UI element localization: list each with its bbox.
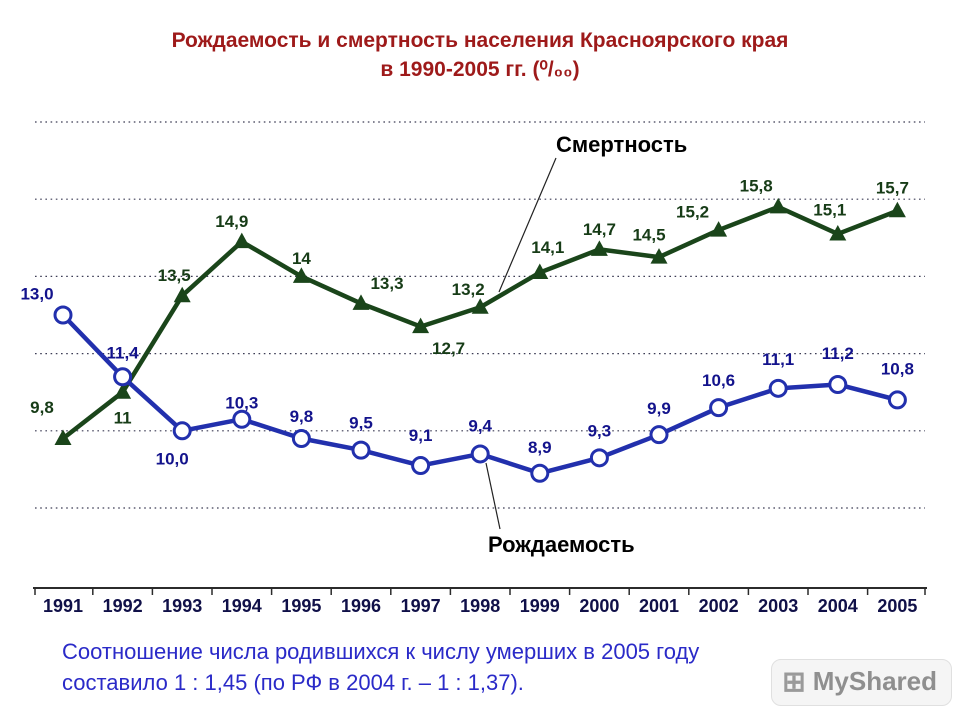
birth-point-marker xyxy=(411,456,431,476)
chart-title: Рождаемость и смертность населения Красн… xyxy=(0,26,960,84)
x-axis-label: 1991 xyxy=(43,596,83,616)
data-label: 9,4 xyxy=(468,416,492,435)
chart-title-line2: в 1990-2005 гг. (⁰/₀₀) xyxy=(380,58,580,81)
x-axis-label: 2001 xyxy=(639,596,679,616)
data-label: 14,1 xyxy=(531,238,564,257)
data-label: 13,2 xyxy=(452,280,485,299)
chart-title-line1: Рождаемость и смертность населения Красн… xyxy=(171,29,789,52)
mortality-point-marker xyxy=(471,298,489,314)
mortality-point-marker xyxy=(412,317,430,334)
mortality-point-marker xyxy=(888,201,906,218)
data-label: 15,2 xyxy=(676,203,709,222)
data-label: 9,5 xyxy=(349,414,373,433)
data-label: 10,8 xyxy=(881,359,914,378)
x-axis-label: 1995 xyxy=(281,596,321,616)
footnote-line1: Соотношение числа родившихся к числу уме… xyxy=(62,639,700,664)
myshared-logo-icon: ⊞ xyxy=(782,665,806,697)
data-label: 14,9 xyxy=(215,212,248,231)
myshared-watermark: ⊞ MyShared xyxy=(771,659,952,706)
mortality-callout-line xyxy=(498,157,557,293)
x-axis-label: 2005 xyxy=(877,596,917,616)
x-axis-label: 1994 xyxy=(222,596,262,616)
x-axis-label: 1998 xyxy=(460,596,500,616)
birth-point-marker xyxy=(172,421,192,441)
x-axis-label: 1996 xyxy=(341,596,381,616)
birth-series-label: Рождаемость xyxy=(488,532,635,557)
mortality-point-marker xyxy=(114,383,132,399)
footnote-line2: составило 1 : 1,45 (по РФ в 2004 г. – 1 … xyxy=(62,670,524,695)
mortality-point-marker xyxy=(173,286,191,303)
mortality-point-marker xyxy=(292,267,310,283)
footnote: Соотношение числа родившихся к числу уме… xyxy=(62,636,699,698)
mortality-point-marker xyxy=(590,240,608,256)
data-label: 9,1 xyxy=(409,426,433,445)
mortality-point-marker xyxy=(54,429,72,446)
data-label: 15,8 xyxy=(740,176,773,195)
mortality-point-marker xyxy=(710,221,728,237)
data-label: 13,5 xyxy=(158,266,191,285)
data-label: 9,8 xyxy=(290,407,314,426)
data-label: 9,8 xyxy=(30,398,54,417)
birth-point-marker xyxy=(709,398,729,418)
mortality-point-marker xyxy=(829,224,847,241)
birth-point-marker xyxy=(768,378,788,398)
x-axis-label: 2004 xyxy=(818,596,858,616)
data-label: 11,4 xyxy=(107,343,140,362)
x-axis-label: 2003 xyxy=(758,596,798,616)
data-label: 14,5 xyxy=(632,226,665,245)
birth-point-marker xyxy=(589,448,609,468)
data-label: 9,3 xyxy=(588,421,612,440)
mortality-point-marker xyxy=(650,248,668,264)
data-label: 10,6 xyxy=(702,371,735,390)
x-axis-label: 2000 xyxy=(579,596,619,616)
data-label: 15,1 xyxy=(813,200,846,219)
birth-point-marker xyxy=(887,390,907,410)
mortality-point-marker xyxy=(233,232,251,249)
x-axis-label: 1999 xyxy=(520,596,560,616)
birth-point-marker xyxy=(649,425,669,445)
mortality-series-label: Смертность xyxy=(556,132,688,157)
birth-point-marker xyxy=(828,374,848,394)
data-label: 11,2 xyxy=(822,344,854,363)
birth-point-marker xyxy=(113,367,133,387)
data-label: 14,7 xyxy=(583,220,616,239)
data-label: 12,7 xyxy=(432,339,465,358)
x-axis-label: 1993 xyxy=(162,596,202,616)
data-label: 13,3 xyxy=(370,274,403,293)
birth-point-marker xyxy=(530,463,550,483)
birth-point-marker xyxy=(351,440,371,460)
data-label: 13,0 xyxy=(20,285,53,304)
birth-point-marker xyxy=(470,444,490,464)
x-axis-label: 2002 xyxy=(699,596,739,616)
mortality-point-marker xyxy=(769,197,787,214)
birth-point-marker xyxy=(53,305,73,325)
data-label: 11 xyxy=(114,409,132,428)
x-axis-label: 1997 xyxy=(401,596,441,616)
data-label: 10,0 xyxy=(156,449,189,468)
data-label: 15,7 xyxy=(876,178,909,197)
data-label: 9,9 xyxy=(647,399,671,418)
mortality-line xyxy=(60,204,900,441)
birth-callout-line xyxy=(485,462,501,530)
data-label: 8,9 xyxy=(528,438,552,457)
data-label: 10,3 xyxy=(225,394,258,413)
birth-point-marker xyxy=(232,409,252,429)
x-axis-label: 1992 xyxy=(103,596,143,616)
data-label: 14 xyxy=(292,249,311,268)
mortality-point-marker xyxy=(352,294,370,310)
data-label: 11,1 xyxy=(762,350,794,369)
watermark-text: MyShared xyxy=(812,666,937,696)
birth-point-marker xyxy=(291,429,311,449)
mortality-point-marker xyxy=(531,263,549,280)
